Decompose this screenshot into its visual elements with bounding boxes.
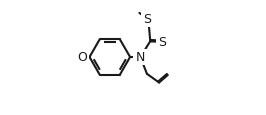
Text: S: S (143, 13, 151, 26)
Text: S: S (158, 36, 166, 49)
Text: N: N (135, 51, 145, 64)
Text: O: O (77, 51, 87, 64)
